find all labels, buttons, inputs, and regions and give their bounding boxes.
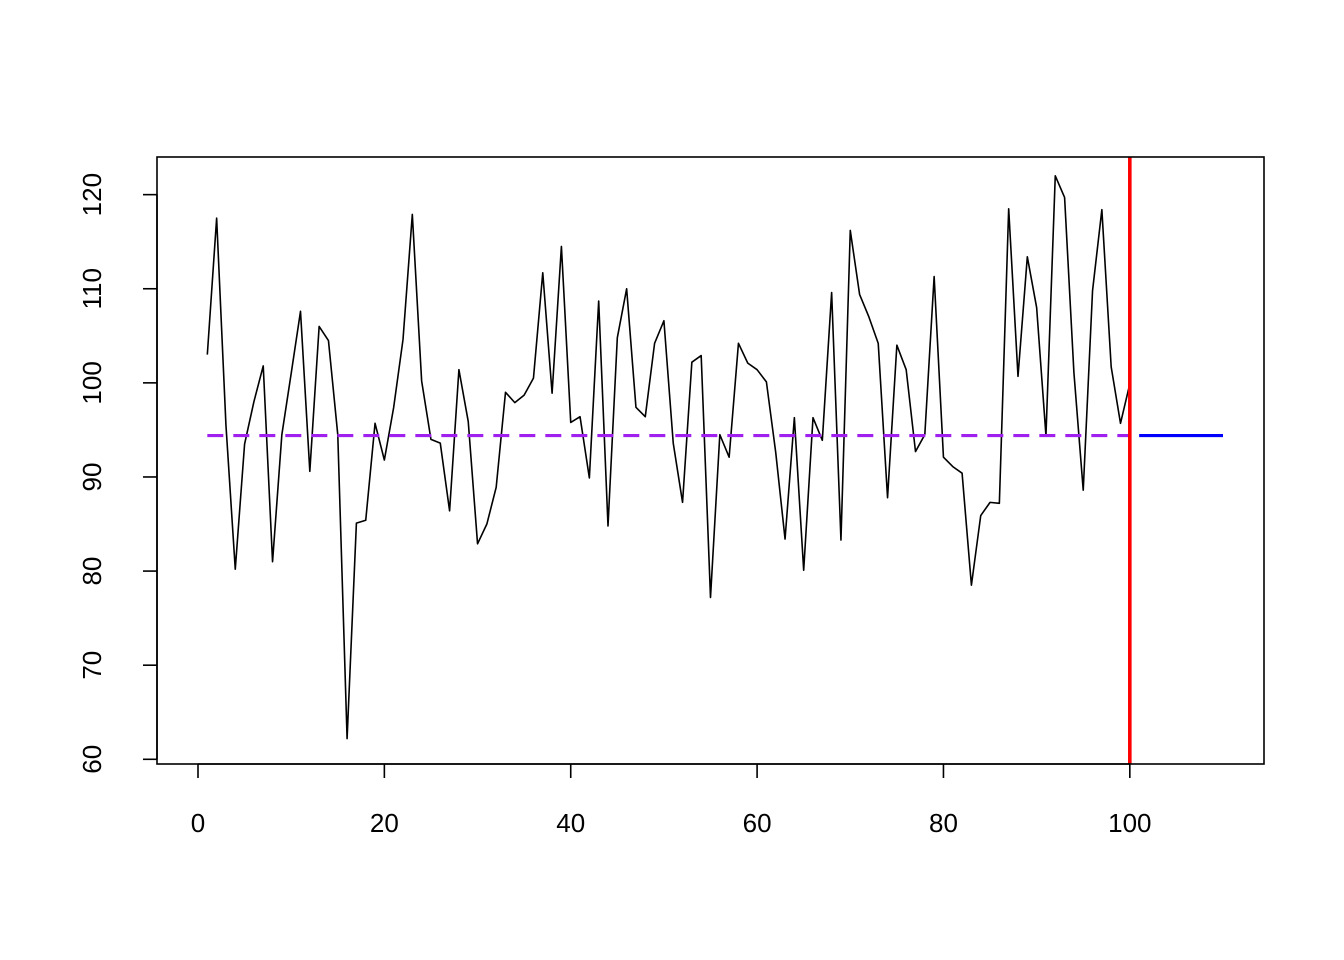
y-tick-label: 110 [77,268,107,309]
series-layer [206,175,1223,740]
x-tick-label: 40 [556,808,585,838]
series-line [206,175,1131,740]
y-tick-label: 70 [77,651,107,680]
x-tick-label: 80 [929,808,958,838]
x-tick-label: 20 [370,808,399,838]
y-tick-label: 120 [77,173,107,216]
y-tick-label: 80 [77,557,107,586]
x-axis: 0 20 40 60 80 100 [191,763,1152,838]
y-tick-label: 60 [77,745,107,774]
x-tick-label: 60 [743,808,772,838]
y-axis: 60 70 80 90 100 110 120 [77,173,158,774]
x-tick-label: 0 [191,808,205,838]
y-tick-label: 90 [77,463,107,492]
y-tick-label: 100 [77,361,107,404]
x-tick-label: 100 [1108,808,1151,838]
